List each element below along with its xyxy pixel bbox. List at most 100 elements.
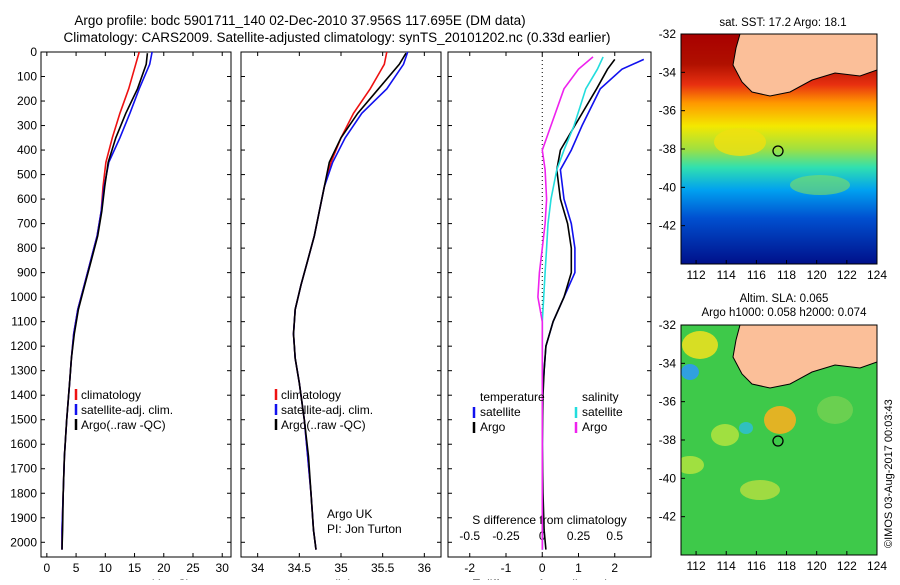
series-line-cyan	[541, 56, 604, 550]
y-tick-label: 0	[30, 45, 37, 59]
y-tick-label: 1500	[10, 413, 37, 427]
y-tick-label: 1200	[10, 339, 37, 353]
sla-argo-marker	[772, 435, 784, 447]
x-tick-label: 35.5	[371, 561, 395, 575]
map-x-tick-label: 116	[747, 559, 766, 573]
series-line-blue	[292, 51, 409, 550]
sla-patch	[817, 396, 853, 424]
imos-watermark: ©IMOS 03-Aug-2017 00:03:43	[883, 399, 895, 548]
y-tick-label: 700	[17, 217, 37, 231]
plot-frame	[447, 51, 652, 558]
plot-frame	[40, 51, 232, 558]
x-tick-label: 0	[44, 561, 51, 575]
pi-annotation: PI: Jon Turton	[327, 522, 402, 536]
series-line-red	[292, 51, 388, 550]
legend-header-salinity: salinity	[582, 390, 619, 404]
y-tick-label: 1600	[10, 437, 37, 451]
map-x-tick-label: 112	[687, 559, 706, 573]
sla-patch	[740, 480, 780, 500]
legend-label: Argo(..raw -QC)	[81, 418, 166, 432]
series-line-red	[61, 51, 140, 550]
header-line-1: Argo profile: bodc 5901711_140 02-Dec-20…	[74, 13, 525, 28]
y-tick-label: 1300	[10, 364, 37, 378]
map-x-tick-label: 114	[717, 268, 736, 282]
x-tick-label-S: 0.25	[567, 529, 591, 543]
map-y-tick-label: -42	[659, 510, 677, 524]
map-y-tick-label: -42	[659, 219, 677, 233]
map-y-tick-label: -34	[659, 356, 677, 370]
sla-map-ticks: 112 114 116 118 120 122 124 -32 -34 -36 -38 -40 -42	[659, 318, 888, 573]
series-line-magenta	[537, 56, 594, 550]
x-tick-label-S: -0.5	[459, 529, 480, 543]
map-x-tick-label: 120	[807, 559, 827, 573]
map-x-tick-label: 116	[747, 268, 766, 282]
legend-label: climatology	[81, 388, 141, 402]
map-x-tick-label: 120	[807, 268, 827, 282]
y-tick-label: 1100	[11, 315, 37, 329]
legend-label: satellite-adj. clim.	[81, 403, 173, 417]
x-tick-label: 15	[128, 561, 142, 575]
map-x-tick-label: 122	[837, 559, 857, 573]
map-y-tick-label: -34	[659, 65, 677, 79]
map-y-tick-label: -38	[659, 433, 677, 447]
map-y-tick-label: -38	[659, 142, 677, 156]
y-tick-label: 200	[17, 94, 37, 108]
x-tick-label-T: -2	[464, 561, 475, 575]
x-tick-label: 34	[251, 561, 265, 575]
x-axis-label-S: S difference from climatology	[472, 513, 627, 527]
map-y-tick-label: -40	[659, 180, 677, 194]
legend-label: Argo	[582, 420, 608, 434]
sla-patch	[764, 406, 796, 434]
y-tick-label: 1400	[10, 388, 37, 402]
sla-land-australia	[732, 325, 877, 389]
map-y-tick-label: -36	[659, 104, 677, 118]
map-x-tick-label: 124	[867, 559, 887, 573]
legend-label: Argo	[480, 420, 506, 434]
y-tick-label: 2000	[10, 535, 37, 549]
y-tick-label: 900	[17, 266, 37, 280]
x-tick-label: 36	[418, 561, 432, 575]
sla-title-line-1: Altim. SLA: 0.065	[740, 293, 829, 305]
sst-argo-marker	[772, 145, 784, 157]
map-x-tick-label: 124	[867, 268, 887, 282]
x-tick-label-T: -1	[501, 561, 512, 575]
legend-label: climatology	[281, 388, 341, 402]
map-y-tick-label: -36	[659, 395, 677, 409]
x-tick-label-T: 0	[539, 561, 546, 575]
difference-panel: -2 -1 0 1 2-0.5 -0.25 0 0.25 0.5S difference fro…	[447, 51, 652, 585]
sst-map: sat. SST: 17.2 Argo: 18.1 112 114 116 118 12…	[659, 17, 888, 282]
legend-label: satellite	[480, 405, 521, 419]
x-tick-label-S: -0.25	[492, 529, 520, 543]
x-tick-label: 34.5	[288, 561, 312, 575]
salinity-panel: 3434.53535.536salinityclimatologysatelli…	[240, 51, 442, 585]
y-tick-label: 800	[17, 241, 37, 255]
sst-warm-patch	[714, 128, 766, 156]
sst-map-title: sat. SST: 17.2 Argo: 18.1	[719, 17, 846, 29]
sst-map-ticks: 112 114 116 118 120 122 124 -32 -34 -36 -38 -40 -42	[659, 27, 888, 282]
series-line-black	[292, 52, 407, 550]
sla-title-line-2: Argo h1000: 0.058 h2000: 0.074	[702, 307, 868, 319]
legend-header-temperature: temperature	[480, 390, 545, 404]
x-tick-label-S: 0.5	[606, 529, 623, 543]
y-tick-label: 400	[17, 143, 37, 157]
pi-annotation: Argo UK	[327, 507, 372, 521]
x-tick-label: 20	[157, 561, 171, 575]
map-y-tick-label: -32	[659, 318, 677, 332]
sla-patch	[739, 422, 753, 434]
sla-map: Altim. SLA: 0.065 Argo h1000: 0.058 h200…	[659, 293, 888, 573]
map-y-tick-label: -32	[659, 27, 677, 41]
sst-land-australia	[732, 34, 877, 97]
map-x-tick-label: 114	[717, 559, 736, 573]
y-tick-label: 1000	[10, 290, 37, 304]
map-x-tick-label: 118	[777, 268, 796, 282]
map-y-tick-label: -40	[659, 471, 677, 485]
plot-frame	[240, 51, 442, 558]
sla-patch	[682, 331, 718, 359]
y-tick-label: 300	[17, 119, 37, 133]
y-tick-label: 600	[17, 192, 37, 206]
series-line-blue	[541, 58, 645, 550]
series-line-black	[61, 53, 149, 550]
header-line-2: Climatology: CARS2009. Satellite-adjuste…	[63, 30, 610, 45]
